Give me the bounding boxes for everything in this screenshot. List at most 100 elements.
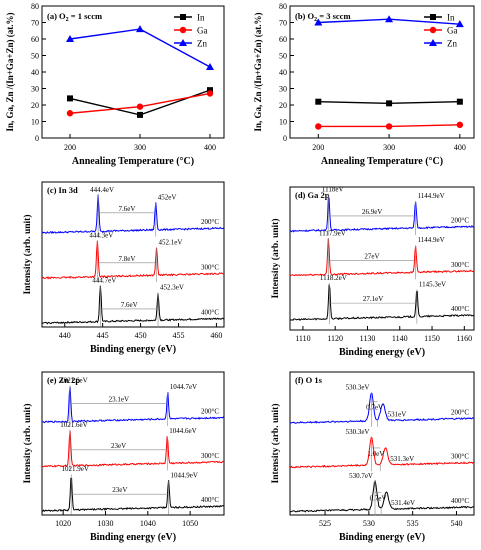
x-axis-label: Binding energy (eV): [339, 532, 425, 543]
temperature-label: 300°C: [201, 452, 219, 460]
spectrum-300c: 444.3eV 452.1eV 7.8eV 300°C: [42, 231, 225, 283]
peak-label: 452.1eV: [159, 239, 183, 247]
temperature-label: 400°C: [201, 308, 219, 316]
spectrum-200c: 1021.6eV 1044.7eV 23.1eV 200°C: [41, 377, 225, 427]
legend-entry: In: [197, 13, 205, 23]
legend-entry: Ga: [197, 26, 208, 36]
panel-tag-rest: = 1 sccm: [69, 11, 102, 21]
spectrum-200c: 1118eV 1144.9eV 26.9eV 200°C: [289, 185, 474, 236]
peak-label: 531.4eV: [391, 499, 415, 507]
data-point: [66, 110, 74, 117]
panel-tag: (e) Zn 2p: [47, 375, 80, 385]
x-tick-label: 200: [64, 143, 76, 152]
splitting-label: 7.6eV: [118, 205, 135, 213]
panel-tag: (f) O 1s: [295, 375, 323, 385]
y-tick-label: 80: [279, 2, 287, 11]
spectrum-line: [289, 284, 475, 321]
x-tick-label: 535: [407, 519, 419, 528]
data-point: [315, 123, 322, 130]
spectrum-300c: 530.3eV 531.3eV 1.0eV 300°C: [290, 428, 475, 472]
y-axis-label: In, Ga, Zn /(In+Ga+Zn) (at.%): [253, 12, 263, 131]
xps-panel-2: 440 445 450 455 460 Binding energy (eV) Intens…: [22, 181, 225, 355]
y-tick-label: 20: [31, 101, 39, 110]
x-tick-label: 1160: [456, 334, 472, 343]
x-tick-label: 540: [450, 519, 462, 528]
splitting-label: 1.0eV: [367, 450, 384, 458]
peak-label: 444.4eV: [90, 186, 114, 194]
x-tick-label: 200: [312, 143, 324, 152]
panel-tag-subscript: 2: [66, 17, 69, 23]
spectrum-400c: 530.7eV 531.4eV 0.7eV 400°C: [289, 472, 475, 516]
xps-panel-4: 1020 1030 1040 1050 Binding energy (eV) Inten…: [22, 371, 225, 543]
peak-label: 1044.7eV: [170, 383, 197, 391]
peak-label: 452eV: [158, 193, 177, 201]
x-axis-label: Binding energy (eV): [339, 347, 425, 358]
y-tick-label: 60: [279, 35, 287, 44]
y-tick-label: 70: [31, 19, 39, 28]
panel-tag: (b) O2 = 3 sccm: [295, 11, 351, 23]
data-point: [456, 121, 464, 128]
legend-marker: [430, 14, 436, 20]
y-tick-label: 30: [31, 85, 39, 94]
panel-tag-rest: = 3 sccm: [317, 11, 350, 21]
data-point: [456, 98, 463, 105]
x-tick-label: 300: [383, 143, 395, 152]
composition-panel-0: 0 10 20 30 40 50 60 70 80 200 300 400 Annealing Temp…: [5, 2, 225, 167]
peak-label: 1044.6eV: [169, 427, 196, 435]
data-point: [385, 15, 394, 23]
y-tick-label: 70: [279, 19, 287, 28]
splitting-label: 23eV: [111, 442, 126, 450]
temperature-label: 200°C: [201, 408, 219, 416]
temperature-label: 400°C: [201, 496, 219, 504]
x-axis-label: Annealing Temperature (°C): [321, 156, 443, 167]
panel-tag: (c) In 3d: [47, 185, 78, 195]
x-tick-label: 1040: [140, 519, 156, 528]
spectrum-line: [41, 386, 225, 424]
y-tick-label: 60: [31, 35, 39, 44]
panel-tag: (a) O2 = 1 sccm: [47, 11, 102, 23]
legend-marker: [429, 26, 437, 34]
splitting-label: 23.1eV: [109, 396, 129, 404]
y-tick-label: 40: [31, 68, 39, 77]
temperature-label: 300°C: [451, 453, 469, 461]
temperature-label: 400°C: [451, 497, 469, 505]
data-point: [385, 123, 393, 130]
x-tick-label: 400: [204, 143, 216, 152]
series-in: [67, 87, 213, 118]
splitting-label: 23eV: [112, 486, 127, 494]
spectrum-line: [289, 238, 475, 277]
peak-label: 530.7eV: [349, 472, 373, 480]
x-tick-label: 455: [173, 331, 185, 340]
xps-panel-5: 525 530 535 540 Binding energy (eV) Intensity…: [270, 371, 475, 543]
plot-frame: [41, 371, 225, 516]
x-tick-label: 1120: [327, 334, 343, 343]
x-tick-label: 300: [134, 143, 146, 152]
y-axis-label: Intensity (arb. unit): [22, 404, 33, 484]
x-tick-label: 445: [97, 331, 109, 340]
data-point: [314, 18, 323, 26]
data-point: [386, 100, 393, 107]
peak-label: 1117.9eV: [319, 230, 346, 238]
spectrum-line: [41, 194, 225, 235]
peak-label: 530.3eV: [346, 428, 370, 436]
peak-label: 531.3eV: [390, 455, 414, 463]
data-point: [137, 111, 143, 118]
x-tick-label: 1130: [360, 334, 376, 343]
y-tick-label: 20: [279, 101, 287, 110]
series-zn: [66, 25, 214, 71]
splitting-label: 26.9eV: [362, 208, 382, 216]
spectrum-200c: 530.3eV 531eV 0.7eV 200°C: [289, 384, 475, 427]
spectrum-200c: 444.4eV 452eV 7.6eV 200°C: [41, 186, 225, 237]
spectrum-line: [289, 479, 475, 513]
series-in: [315, 98, 463, 107]
temperature-label: 200°C: [451, 217, 469, 225]
spectrum-400c: 1118.2eV 1145.3eV 27.1eV 400°C: [289, 274, 475, 324]
legend-entry: Zn: [197, 39, 207, 49]
x-tick-label: 1140: [392, 334, 408, 343]
data-point: [136, 103, 144, 110]
x-tick-label: 1110: [295, 334, 310, 343]
splitting-label: 7.8eV: [118, 255, 135, 263]
spectrum-line: [290, 436, 475, 469]
y-tick-label: 80: [31, 2, 39, 11]
